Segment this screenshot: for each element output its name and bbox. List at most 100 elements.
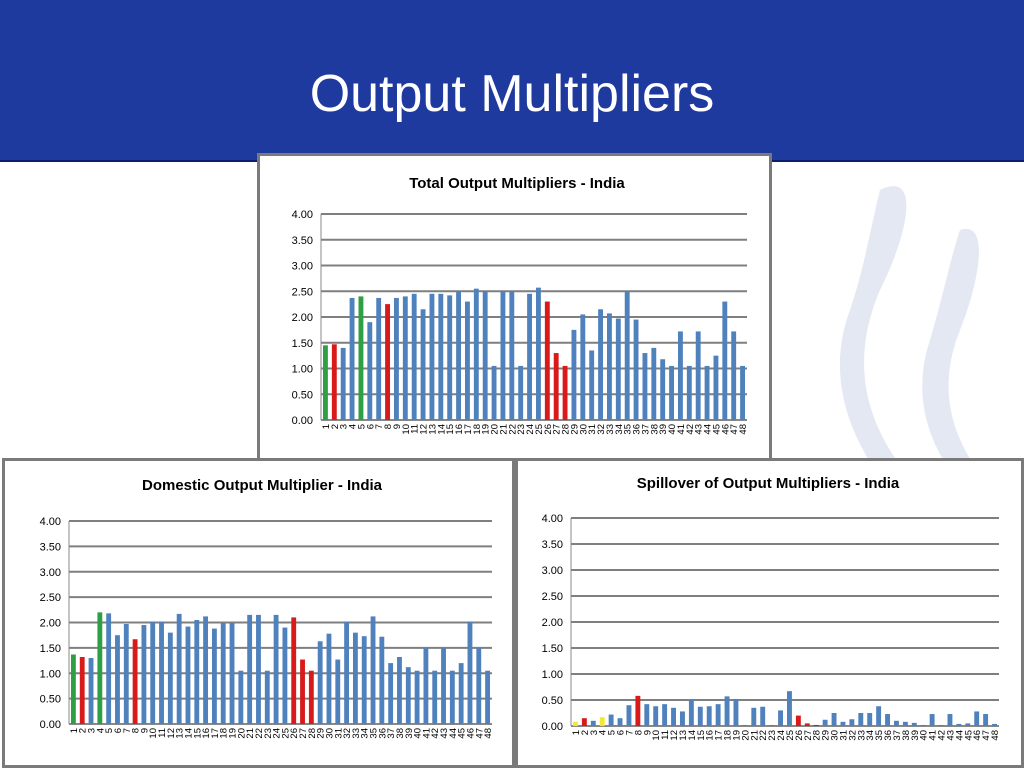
bar bbox=[671, 707, 676, 726]
x-tick-label: 26 bbox=[543, 424, 554, 435]
bar bbox=[642, 353, 648, 420]
chart-title: Spillover of Output Multipliers - India bbox=[637, 475, 900, 492]
bar bbox=[141, 625, 147, 724]
y-axis-labels: 0.00 0.50 1.00 1.50 2.00 2.50 3.00 3.50 4.00 bbox=[542, 513, 563, 733]
bar bbox=[688, 700, 694, 726]
y-tick-label: 0.50 bbox=[292, 389, 313, 401]
bar bbox=[518, 365, 524, 420]
bar bbox=[653, 706, 659, 726]
x-tick-label: 17 bbox=[210, 728, 221, 739]
y-tick-label: 3.00 bbox=[40, 567, 61, 579]
x-tick-label: 40 bbox=[919, 730, 930, 741]
x-tick-label: 3 bbox=[339, 424, 350, 429]
bar bbox=[167, 632, 173, 724]
x-tick-label: 1 bbox=[571, 730, 582, 735]
bar bbox=[352, 632, 358, 724]
x-tick-label: 21 bbox=[749, 730, 760, 741]
bar bbox=[344, 621, 350, 724]
x-tick-label: 22 bbox=[254, 728, 265, 739]
x-tick-label: 42 bbox=[430, 728, 441, 739]
x-tick-label: 15 bbox=[192, 728, 203, 739]
x-tick-label: 23 bbox=[767, 730, 778, 741]
bar bbox=[300, 659, 305, 724]
x-tick-label: 35 bbox=[369, 728, 380, 739]
x-tick-label: 5 bbox=[607, 730, 618, 735]
x-tick-label: 25 bbox=[280, 728, 291, 739]
x-tick-label: 18 bbox=[472, 424, 483, 435]
bar bbox=[573, 721, 578, 726]
x-tick-label: 3 bbox=[87, 728, 98, 733]
x-tick-label: 5 bbox=[356, 424, 367, 429]
bar bbox=[79, 657, 85, 724]
x-tick-label: 46 bbox=[465, 728, 476, 739]
bar bbox=[402, 296, 408, 420]
x-tick-label: 9 bbox=[642, 730, 653, 735]
bar bbox=[482, 291, 488, 420]
bar bbox=[397, 657, 402, 724]
bar bbox=[722, 301, 728, 420]
bar bbox=[669, 365, 675, 420]
y-tick-label: 2.00 bbox=[40, 618, 61, 630]
bar bbox=[677, 331, 683, 420]
x-tick-label: 11 bbox=[410, 424, 421, 434]
bar bbox=[660, 359, 666, 420]
bar bbox=[176, 613, 182, 724]
bar bbox=[635, 695, 641, 726]
bar bbox=[804, 723, 810, 726]
x-tick-label: 38 bbox=[395, 728, 406, 739]
bar bbox=[724, 696, 730, 726]
bar bbox=[713, 355, 719, 420]
x-tick-label: 16 bbox=[201, 728, 212, 739]
bar bbox=[608, 714, 614, 726]
total-output-chart: Total Output Multipliers - India 0.00 0.5… bbox=[292, 175, 749, 435]
x-tick-label: 27 bbox=[298, 728, 309, 739]
bar bbox=[535, 287, 541, 420]
x-tick-label: 10 bbox=[148, 728, 159, 739]
bar bbox=[742, 724, 748, 726]
x-tick-label: 29 bbox=[316, 728, 327, 739]
bar bbox=[911, 722, 917, 726]
x-tick-label: 45 bbox=[457, 728, 468, 739]
bar bbox=[787, 691, 792, 726]
bar bbox=[447, 295, 453, 420]
bar bbox=[458, 663, 464, 724]
x-tick-label: 45 bbox=[711, 424, 722, 435]
bar bbox=[626, 705, 632, 726]
x-tick-label: 10 bbox=[401, 424, 412, 435]
bar bbox=[361, 636, 367, 724]
x-tick-label: 44 bbox=[448, 728, 459, 739]
bar bbox=[414, 670, 420, 724]
bar bbox=[706, 706, 712, 726]
y-axis-labels: 0.00 0.50 1.00 1.50 2.00 2.50 3.00 3.50 4.00 bbox=[292, 209, 313, 427]
bar bbox=[317, 641, 323, 724]
bar bbox=[491, 365, 497, 420]
bar bbox=[388, 663, 394, 724]
x-tick-label: 4 bbox=[95, 728, 106, 733]
bar bbox=[527, 293, 533, 420]
bar bbox=[965, 723, 971, 726]
bar bbox=[358, 296, 364, 420]
x-tick-label: 14 bbox=[687, 730, 698, 741]
x-tick-label: 11 bbox=[660, 730, 671, 740]
x-tick-label: 34 bbox=[360, 728, 371, 739]
y-tick-label: 4.00 bbox=[40, 516, 61, 528]
x-tick-label: 2 bbox=[580, 730, 591, 735]
x-tick-label: 8 bbox=[633, 730, 644, 735]
bar bbox=[326, 633, 332, 724]
domestic-output-chart: Domestic Output Multiplier - India 0.000… bbox=[40, 477, 495, 739]
bar bbox=[106, 613, 112, 724]
bars bbox=[322, 287, 746, 420]
x-tick-label: 13 bbox=[427, 424, 438, 435]
x-tick-label: 29 bbox=[821, 730, 832, 741]
x-tick-label: 2 bbox=[330, 424, 341, 429]
bar bbox=[185, 626, 191, 724]
x-tick-label: 6 bbox=[365, 424, 376, 429]
x-tick-label: 12 bbox=[669, 730, 680, 741]
x-tick-label: 18 bbox=[219, 728, 230, 739]
bar bbox=[367, 322, 373, 420]
y-tick-label: 2.50 bbox=[40, 592, 61, 604]
x-tick-label: 21 bbox=[498, 424, 509, 435]
bar bbox=[438, 293, 444, 420]
bar bbox=[894, 720, 899, 726]
x-tick-label: 47 bbox=[981, 730, 992, 741]
